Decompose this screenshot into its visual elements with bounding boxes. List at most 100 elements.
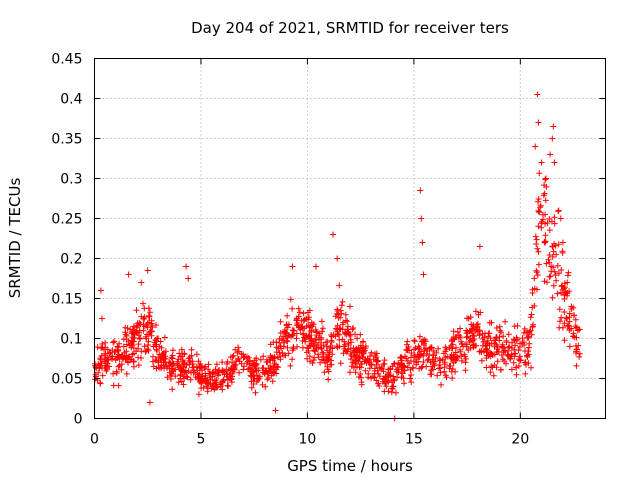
data-point bbox=[381, 357, 388, 364]
data-point bbox=[293, 330, 300, 337]
data-point bbox=[525, 334, 532, 341]
data-point bbox=[348, 356, 354, 363]
data-point bbox=[344, 348, 351, 355]
data-point bbox=[492, 337, 499, 344]
data-point bbox=[118, 361, 125, 368]
data-point bbox=[382, 379, 388, 386]
data-point bbox=[123, 341, 130, 348]
data-point bbox=[484, 347, 491, 354]
y-tick-label: 0.4 bbox=[60, 92, 82, 108]
data-point bbox=[540, 192, 547, 199]
data-point bbox=[251, 363, 258, 369]
data-point bbox=[493, 325, 500, 331]
data-point bbox=[161, 334, 168, 341]
data-point bbox=[232, 346, 239, 353]
data-point bbox=[415, 343, 422, 350]
data-point bbox=[465, 347, 472, 353]
data-point bbox=[250, 373, 257, 380]
data-point bbox=[505, 331, 512, 338]
data-point bbox=[546, 259, 553, 266]
data-point bbox=[211, 377, 218, 384]
data-point bbox=[527, 327, 534, 334]
data-point bbox=[342, 330, 348, 337]
data-point bbox=[336, 336, 343, 343]
data-point bbox=[528, 311, 535, 318]
data-point bbox=[229, 359, 236, 366]
data-point bbox=[299, 338, 306, 344]
data-point bbox=[245, 366, 251, 373]
y-tick-label: 0.25 bbox=[51, 212, 82, 228]
data-point bbox=[549, 253, 556, 260]
data-point bbox=[169, 386, 176, 393]
data-point bbox=[395, 368, 402, 375]
data-point bbox=[166, 363, 173, 370]
data-point bbox=[573, 334, 580, 341]
data-point bbox=[164, 374, 171, 381]
data-point bbox=[209, 370, 216, 376]
data-point bbox=[142, 348, 149, 355]
data-point bbox=[145, 338, 152, 345]
data-point bbox=[522, 348, 528, 354]
data-point bbox=[144, 331, 151, 338]
data-point bbox=[277, 353, 284, 360]
data-point bbox=[178, 368, 185, 375]
data-point bbox=[511, 346, 518, 353]
data-point bbox=[421, 346, 428, 353]
data-point bbox=[185, 355, 192, 362]
data-point bbox=[398, 366, 405, 373]
data-point bbox=[565, 322, 572, 329]
data-point bbox=[148, 317, 155, 324]
data-point bbox=[289, 263, 296, 270]
data-point bbox=[495, 348, 502, 355]
data-point bbox=[530, 321, 537, 328]
data-point bbox=[290, 345, 297, 352]
data-point bbox=[500, 333, 507, 340]
data-point bbox=[405, 343, 412, 350]
data-point bbox=[145, 305, 152, 312]
data-point bbox=[427, 371, 434, 378]
data-point bbox=[358, 381, 365, 388]
data-point bbox=[229, 365, 236, 372]
data-point bbox=[184, 374, 191, 381]
data-point bbox=[169, 355, 176, 362]
data-point bbox=[110, 339, 117, 346]
y-axis-title: SRMTID / TECUs bbox=[6, 178, 24, 299]
data-point bbox=[145, 312, 152, 319]
data-point bbox=[144, 267, 151, 274]
data-point bbox=[115, 347, 122, 354]
data-point bbox=[415, 358, 422, 365]
data-point bbox=[501, 358, 508, 365]
data-point bbox=[389, 385, 396, 392]
data-point bbox=[444, 353, 451, 360]
data-point bbox=[306, 332, 313, 339]
data-point bbox=[306, 324, 313, 331]
data-point bbox=[340, 319, 347, 326]
data-point bbox=[281, 352, 288, 359]
data-point bbox=[281, 328, 288, 335]
data-point bbox=[304, 309, 311, 316]
data-point bbox=[212, 384, 219, 391]
data-point bbox=[342, 341, 349, 348]
y-tick-label: 0.35 bbox=[51, 132, 82, 148]
data-point bbox=[273, 344, 280, 351]
data-point bbox=[115, 351, 122, 358]
data-point bbox=[534, 245, 541, 252]
data-point bbox=[141, 343, 148, 350]
data-point bbox=[98, 345, 105, 352]
data-point bbox=[99, 315, 105, 322]
data-point bbox=[319, 328, 326, 335]
x-axis-title: GPS time / hours bbox=[287, 457, 413, 475]
data-point bbox=[123, 370, 130, 377]
data-point bbox=[337, 307, 344, 314]
data-point bbox=[561, 285, 567, 292]
data-point bbox=[565, 269, 572, 276]
data-point bbox=[551, 214, 558, 221]
data-point bbox=[253, 355, 260, 362]
data-point bbox=[260, 365, 267, 372]
data-point bbox=[474, 323, 481, 330]
data-point bbox=[266, 368, 273, 374]
data-point bbox=[498, 352, 505, 358]
data-point bbox=[248, 368, 255, 375]
data-point bbox=[566, 288, 573, 295]
data-point bbox=[133, 307, 140, 314]
